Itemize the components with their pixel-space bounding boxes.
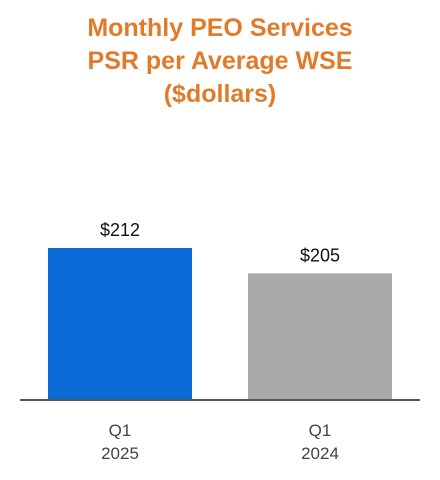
- category-label-quarter-2025: Q1: [109, 421, 132, 440]
- chart-title-line-3: ($dollars): [163, 80, 277, 108]
- category-label-year-2024: 2024: [301, 444, 339, 463]
- category-label-year-2025: 2025: [101, 444, 139, 463]
- data-label-2024: $205: [300, 245, 340, 265]
- bar-2025: [48, 248, 192, 400]
- chart-title-line-2: PSR per Average WSE: [87, 47, 353, 75]
- chart-title-line-1: Monthly PEO Services: [87, 14, 353, 42]
- bar-2024: [248, 273, 392, 400]
- data-label-2025: $212: [100, 220, 140, 240]
- category-label-quarter-2024: Q1: [309, 421, 332, 440]
